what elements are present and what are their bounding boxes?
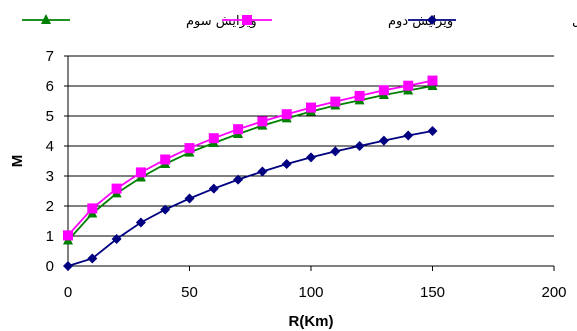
data-point xyxy=(403,80,414,91)
data-point xyxy=(330,96,341,107)
series-line xyxy=(67,130,433,267)
y-tick-label: 1 xyxy=(46,228,54,245)
data-point xyxy=(427,126,438,136)
data-point xyxy=(233,174,244,185)
legend-marker xyxy=(41,14,51,24)
series-3 xyxy=(63,126,438,271)
y-tick-label: 0 xyxy=(46,258,54,275)
axes xyxy=(64,55,555,271)
data-point xyxy=(87,253,98,264)
data-point xyxy=(233,124,244,135)
x-axis-title: R(Km) xyxy=(289,313,334,330)
legend-item: ویرایش سوم xyxy=(22,14,257,29)
x-tick-label: 150 xyxy=(420,284,445,301)
y-tick-label: 4 xyxy=(46,138,54,155)
data-point xyxy=(306,102,316,113)
legend-marker xyxy=(242,15,252,25)
x-tick-label: 0 xyxy=(64,284,72,301)
data-point xyxy=(184,193,195,204)
y-tick-labels: 0 1 2 3 4 5 6 7 xyxy=(46,48,54,275)
x-tick-label: 100 xyxy=(298,284,323,301)
series-1 xyxy=(63,80,438,245)
legend-label: ویرایش اول xyxy=(572,14,577,29)
y-tick-label: 3 xyxy=(46,168,54,185)
data-point xyxy=(63,230,73,241)
y-axis-title: M xyxy=(9,155,26,168)
y-tick-label: 6 xyxy=(46,78,54,95)
data-point xyxy=(257,166,268,177)
data-point xyxy=(306,152,316,163)
data-point xyxy=(281,109,292,120)
data-point xyxy=(378,85,389,96)
legend-label: ویرایش سوم xyxy=(186,14,257,29)
data-point xyxy=(111,234,122,244)
legend-item: ویرایش دوم xyxy=(222,14,453,29)
data-point xyxy=(427,75,438,86)
data-point xyxy=(160,154,171,165)
data-point xyxy=(208,133,219,144)
data-point xyxy=(184,143,195,154)
data-point xyxy=(378,135,389,146)
y-tick-label: 5 xyxy=(46,108,54,125)
x-tick-label: 200 xyxy=(541,284,566,301)
data-point xyxy=(208,183,219,194)
legend: ویرایش سوم ویرایش دوم ویرایش اول xyxy=(22,14,577,29)
series-line xyxy=(67,85,433,242)
data-point xyxy=(111,183,122,194)
data-point xyxy=(354,141,365,151)
data-point xyxy=(160,204,171,215)
legend-marker xyxy=(427,15,437,25)
data-point xyxy=(403,130,414,141)
legend-label: ویرایش دوم xyxy=(388,14,453,29)
data-point xyxy=(281,159,292,169)
data-point xyxy=(330,146,341,157)
x-tick-label: 50 xyxy=(181,284,198,301)
data-point xyxy=(257,116,268,127)
data-point xyxy=(63,261,73,271)
series-line xyxy=(67,79,433,237)
x-tick-labels: 0 50 100 150 200 xyxy=(64,284,567,301)
data-point xyxy=(135,167,146,178)
gridlines xyxy=(68,55,554,237)
data-point xyxy=(354,90,365,101)
legend-item: ویرایش اول xyxy=(408,14,577,29)
series-group xyxy=(63,75,438,271)
y-tick-label: 2 xyxy=(46,198,54,215)
series-2 xyxy=(63,75,438,241)
data-point xyxy=(87,203,98,214)
data-point xyxy=(135,217,146,228)
y-tick-label: 7 xyxy=(46,48,54,65)
